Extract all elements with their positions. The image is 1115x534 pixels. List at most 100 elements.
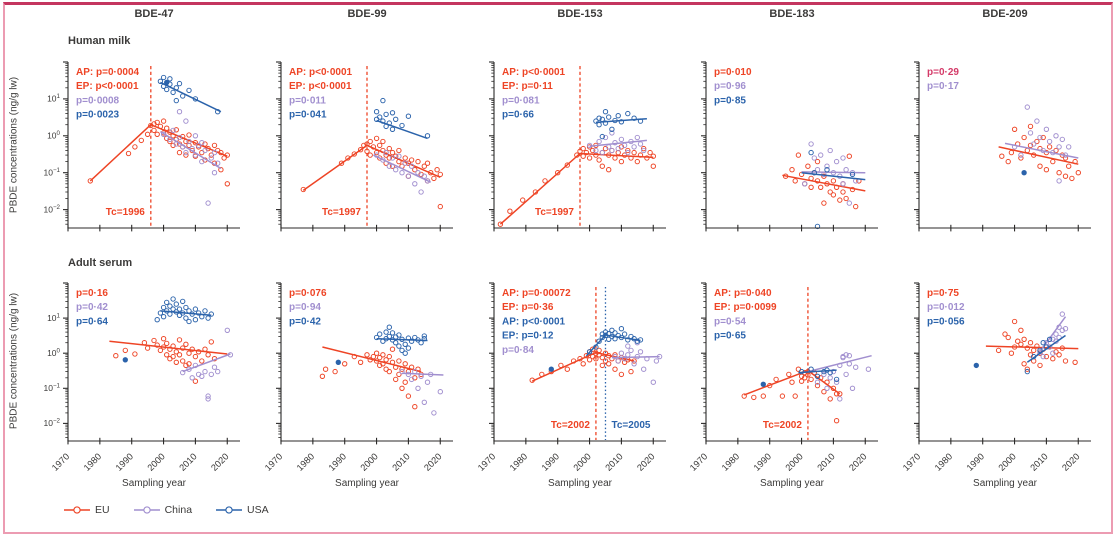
p-value-annotation: AP: p=0·040 [714, 288, 772, 299]
p-value-annotation: p=0·66 [502, 110, 534, 121]
axes [276, 282, 453, 445]
data-point [628, 347, 634, 354]
data-point [1050, 158, 1056, 165]
y-tick-label: 10−1 [43, 383, 60, 394]
data-point [1056, 144, 1062, 150]
data-point [434, 167, 440, 173]
p-value-annotation: AP: p<0·0001 [289, 67, 353, 78]
trend-line [89, 123, 228, 182]
data-point [593, 147, 599, 154]
data-point [1050, 350, 1056, 356]
trend-line [160, 310, 212, 317]
data-point [377, 354, 383, 361]
data-point [192, 317, 199, 323]
p-value-annotation: p=0·85 [714, 95, 746, 106]
data-point [144, 345, 151, 351]
p-value-annotation: p=0·0008 [76, 95, 120, 106]
data-point [833, 376, 840, 383]
data-point [625, 343, 631, 349]
data-point [157, 78, 164, 84]
series-usa [122, 296, 214, 363]
series-usa [593, 109, 647, 140]
trend-line [782, 174, 866, 192]
x-tick-label: 1990 [114, 451, 136, 473]
data-point [205, 393, 211, 399]
trend-line [801, 171, 866, 174]
data-point [415, 158, 421, 165]
axes [489, 61, 666, 232]
data-point [412, 404, 418, 410]
data-point [1056, 170, 1062, 176]
data-point [408, 163, 415, 169]
axes [489, 282, 666, 445]
data-point [808, 184, 814, 190]
data-point [1018, 155, 1024, 161]
data-point [827, 396, 833, 402]
series-eu [741, 366, 843, 424]
data-point [808, 376, 814, 383]
data-point [138, 137, 144, 144]
data-point [827, 189, 833, 195]
trend-line [499, 152, 654, 225]
data-point [497, 221, 504, 227]
data-point [396, 153, 402, 159]
data-point [180, 358, 186, 364]
x-tick-label: 1990 [965, 451, 987, 473]
data-point [164, 352, 170, 358]
x-tick-label: 2010 [177, 451, 199, 473]
data-point [609, 147, 615, 154]
data-point [798, 378, 805, 384]
data-point [1034, 118, 1040, 124]
data-point [1015, 338, 1021, 344]
data-point [1050, 356, 1056, 362]
data-point [621, 356, 628, 362]
data-point [170, 353, 176, 360]
data-point [853, 203, 859, 210]
trend-line [302, 144, 441, 192]
data-point [824, 163, 830, 169]
data-point [405, 345, 412, 351]
data-point [125, 150, 132, 157]
data-point [1018, 341, 1024, 347]
data-point [322, 366, 329, 372]
data-point [833, 379, 840, 385]
data-point [805, 163, 811, 169]
x-tick-label: 1980 [82, 451, 104, 473]
data-point [837, 391, 843, 397]
data-point [183, 341, 189, 347]
trend-line [322, 346, 422, 373]
x-tick-label: 2010 [815, 451, 837, 473]
data-point [402, 361, 408, 367]
data-point [818, 152, 824, 158]
data-point [795, 152, 802, 158]
data-point [180, 369, 186, 376]
data-point [1027, 340, 1034, 346]
data-point [1008, 350, 1015, 356]
x-tick-label: 2020 [209, 451, 231, 473]
data-point [389, 155, 396, 161]
data-point [650, 163, 656, 169]
data-point [415, 170, 421, 176]
tc-label: Tc=1996 [106, 207, 145, 218]
series-usa [801, 149, 866, 230]
data-point [631, 149, 637, 156]
data-point [367, 138, 373, 145]
data-point [830, 368, 837, 375]
data-point [208, 371, 214, 378]
data-point [647, 149, 653, 156]
x-tick-label: 1970 [476, 451, 498, 473]
data-point [606, 361, 612, 367]
data-point [151, 337, 157, 344]
axes [914, 61, 1091, 232]
data-point [625, 337, 631, 343]
subplot-human-milk-bde-183: p=0·010 p=0·96 p=0·85 [701, 61, 878, 232]
x-tick-label: 2020 [1060, 451, 1082, 473]
data-point [625, 149, 631, 156]
data-point [625, 147, 631, 154]
p-value-annotation: EP: p<0·0001 [76, 81, 139, 92]
p-value-annotation: p=0·75 [927, 288, 959, 299]
data-point [596, 138, 602, 145]
data-point [338, 160, 345, 166]
data-point [507, 208, 513, 214]
data-point [199, 158, 205, 165]
